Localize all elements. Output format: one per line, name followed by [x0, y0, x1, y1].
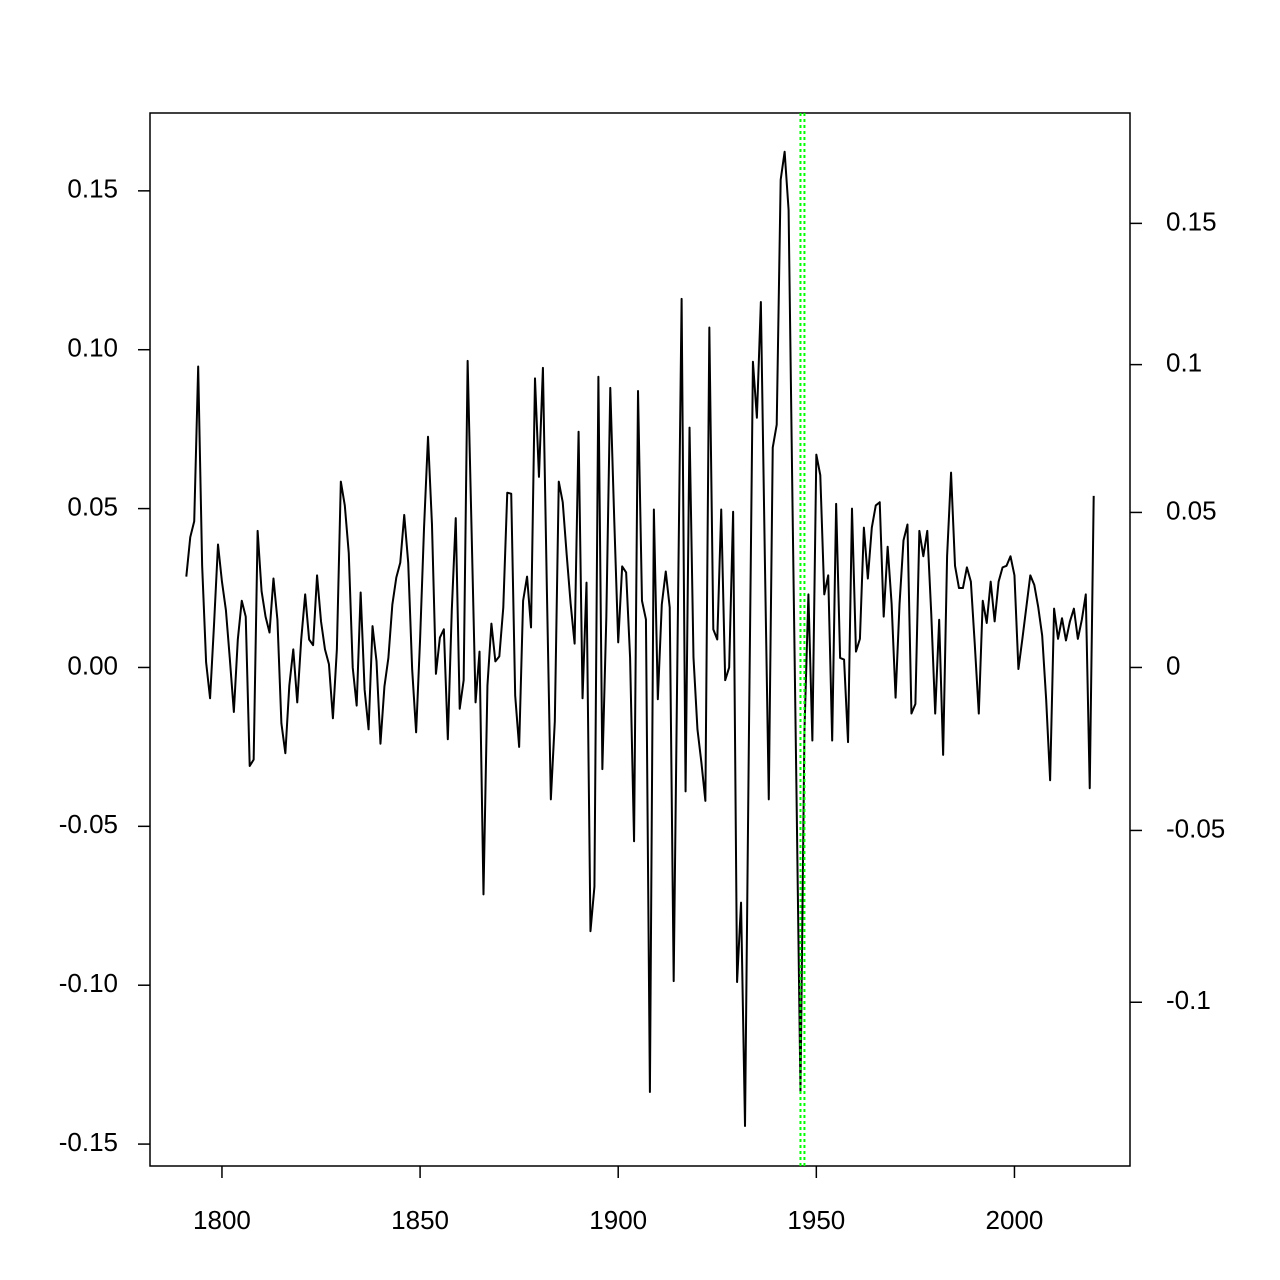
y2-tick-label: 0: [1166, 650, 1180, 680]
y2-tick-label: 0.05: [1166, 495, 1217, 525]
y-tick-label: -0.10: [59, 968, 118, 998]
x-tick-label: 2000: [986, 1205, 1044, 1235]
y-tick-label: 0.00: [67, 650, 118, 680]
y-tick-label: -0.05: [59, 809, 118, 839]
y-tick-label: 0.15: [67, 174, 118, 204]
x-tick-label: 1850: [391, 1205, 449, 1235]
y-tick-label: -0.15: [59, 1127, 118, 1157]
plot-frame: [149, 112, 1131, 1167]
x-tick-label: 1950: [787, 1205, 845, 1235]
x-tick-label: 1900: [589, 1205, 647, 1235]
y2-tick-label: 0.1: [1166, 347, 1202, 377]
y2-tick-label: -0.1: [1166, 985, 1211, 1015]
data-line: [185, 150, 1095, 1127]
x-tick-label: 1800: [193, 1205, 251, 1235]
y-tick-label: 0.10: [67, 333, 118, 363]
y-tick-label: 0.05: [67, 491, 118, 521]
y2-tick-label: -0.05: [1166, 813, 1225, 843]
y2-tick-label: 0.15: [1166, 206, 1217, 236]
